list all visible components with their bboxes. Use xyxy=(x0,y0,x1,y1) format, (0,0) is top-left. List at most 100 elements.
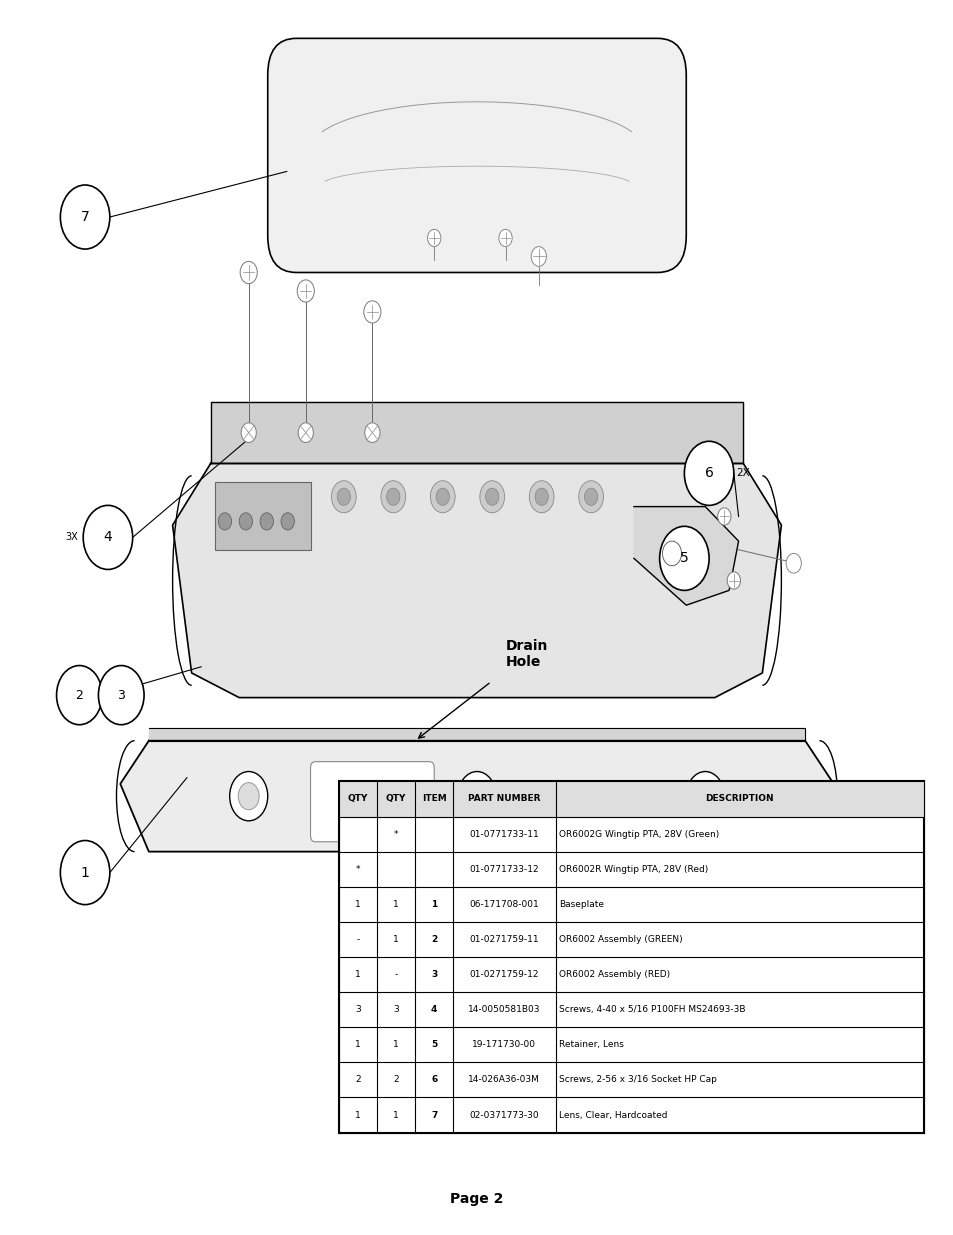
Circle shape xyxy=(336,488,350,505)
Text: ITEM: ITEM xyxy=(421,794,446,804)
Text: 06-171708-001: 06-171708-001 xyxy=(469,900,538,909)
Circle shape xyxy=(683,441,733,505)
Text: 2: 2 xyxy=(431,935,436,944)
Text: 1: 1 xyxy=(355,1110,360,1119)
Text: 1: 1 xyxy=(355,1040,360,1050)
Circle shape xyxy=(659,526,708,590)
Circle shape xyxy=(240,262,257,284)
Text: 01-0271759-12: 01-0271759-12 xyxy=(469,969,538,979)
Text: 3: 3 xyxy=(393,1005,398,1014)
Circle shape xyxy=(297,280,314,303)
Circle shape xyxy=(485,488,498,505)
Circle shape xyxy=(529,480,554,513)
Circle shape xyxy=(363,301,380,324)
Circle shape xyxy=(331,480,355,513)
Circle shape xyxy=(281,513,294,530)
Text: 14-026A36-03M: 14-026A36-03M xyxy=(468,1076,539,1084)
Text: 7: 7 xyxy=(431,1110,436,1119)
Text: -: - xyxy=(395,969,397,979)
Circle shape xyxy=(578,480,603,513)
FancyBboxPatch shape xyxy=(311,762,434,842)
Circle shape xyxy=(60,841,110,904)
Polygon shape xyxy=(149,729,804,741)
Bar xyxy=(338,782,923,816)
Text: 4: 4 xyxy=(431,1005,436,1014)
Text: DESCRIPTION: DESCRIPTION xyxy=(705,794,773,804)
Circle shape xyxy=(785,553,801,573)
Circle shape xyxy=(717,508,730,525)
Circle shape xyxy=(380,480,405,513)
Text: Retainer, Lens: Retainer, Lens xyxy=(558,1040,623,1050)
Circle shape xyxy=(479,480,504,513)
Circle shape xyxy=(436,488,449,505)
Text: 5: 5 xyxy=(431,1040,436,1050)
Text: Baseplate: Baseplate xyxy=(558,900,603,909)
Text: PART NUMBER: PART NUMBER xyxy=(468,794,540,804)
Text: 3: 3 xyxy=(117,689,125,701)
Circle shape xyxy=(661,541,680,566)
Circle shape xyxy=(694,783,715,810)
Text: 6: 6 xyxy=(704,467,713,480)
Circle shape xyxy=(685,772,723,821)
Circle shape xyxy=(298,422,314,442)
FancyBboxPatch shape xyxy=(268,38,685,273)
Circle shape xyxy=(386,488,399,505)
Circle shape xyxy=(241,422,256,442)
Polygon shape xyxy=(120,741,833,852)
Circle shape xyxy=(498,230,512,247)
Circle shape xyxy=(364,422,379,442)
Text: 14-0050581B03: 14-0050581B03 xyxy=(468,1005,540,1014)
Circle shape xyxy=(230,772,268,821)
Bar xyxy=(338,782,923,1132)
Text: 6: 6 xyxy=(431,1076,436,1084)
Text: Screws, 2-56 x 3/16 Socket HP Cap: Screws, 2-56 x 3/16 Socket HP Cap xyxy=(558,1076,717,1084)
Text: QTY: QTY xyxy=(386,794,406,804)
Circle shape xyxy=(457,772,496,821)
Text: 2: 2 xyxy=(355,1076,360,1084)
Text: QTY: QTY xyxy=(348,794,368,804)
Text: Lens, Clear, Hardcoated: Lens, Clear, Hardcoated xyxy=(558,1110,667,1119)
Text: 01-0771733-11: 01-0771733-11 xyxy=(469,830,538,839)
Text: 1: 1 xyxy=(355,969,360,979)
Text: *: * xyxy=(355,864,360,873)
Circle shape xyxy=(218,513,232,530)
Text: 3X: 3X xyxy=(66,532,78,542)
Text: 5: 5 xyxy=(679,551,688,566)
Text: 1: 1 xyxy=(393,1040,398,1050)
Text: 1: 1 xyxy=(81,866,90,879)
Text: 4: 4 xyxy=(104,530,112,545)
Text: 19-171730-00: 19-171730-00 xyxy=(472,1040,536,1050)
Text: 7: 7 xyxy=(81,210,90,224)
Text: OR6002 Assembly (GREEN): OR6002 Assembly (GREEN) xyxy=(558,935,682,944)
Text: 01-0271759-11: 01-0271759-11 xyxy=(469,935,538,944)
Text: Screws, 4-40 x 5/16 P100FH MS24693-3B: Screws, 4-40 x 5/16 P100FH MS24693-3B xyxy=(558,1005,745,1014)
Circle shape xyxy=(726,572,740,589)
Text: *: * xyxy=(394,830,398,839)
Circle shape xyxy=(427,230,440,247)
Text: OR6002R Wingtip PTA, 28V (Red): OR6002R Wingtip PTA, 28V (Red) xyxy=(558,864,708,873)
Text: 3: 3 xyxy=(355,1005,360,1014)
Text: Drain
Hole: Drain Hole xyxy=(505,638,547,669)
Text: OR6002 Assembly (RED): OR6002 Assembly (RED) xyxy=(558,969,670,979)
Circle shape xyxy=(83,505,132,569)
Text: 2X: 2X xyxy=(736,468,750,478)
Text: 1: 1 xyxy=(431,900,436,909)
Text: 1: 1 xyxy=(355,900,360,909)
FancyBboxPatch shape xyxy=(215,482,311,550)
Text: Page 2: Page 2 xyxy=(450,1192,503,1207)
Circle shape xyxy=(531,247,546,267)
Circle shape xyxy=(466,783,487,810)
Text: 2: 2 xyxy=(75,689,83,701)
Circle shape xyxy=(260,513,274,530)
Circle shape xyxy=(238,783,259,810)
Circle shape xyxy=(430,480,455,513)
Text: 02-0371773-30: 02-0371773-30 xyxy=(469,1110,538,1119)
Text: 1: 1 xyxy=(393,935,398,944)
Text: 2: 2 xyxy=(393,1076,398,1084)
Polygon shape xyxy=(211,401,742,463)
Circle shape xyxy=(60,185,110,249)
Text: OR6002G Wingtip PTA, 28V (Green): OR6002G Wingtip PTA, 28V (Green) xyxy=(558,830,719,839)
Text: 3: 3 xyxy=(431,969,436,979)
Text: 01-0771733-12: 01-0771733-12 xyxy=(469,864,538,873)
Text: -: - xyxy=(356,935,359,944)
